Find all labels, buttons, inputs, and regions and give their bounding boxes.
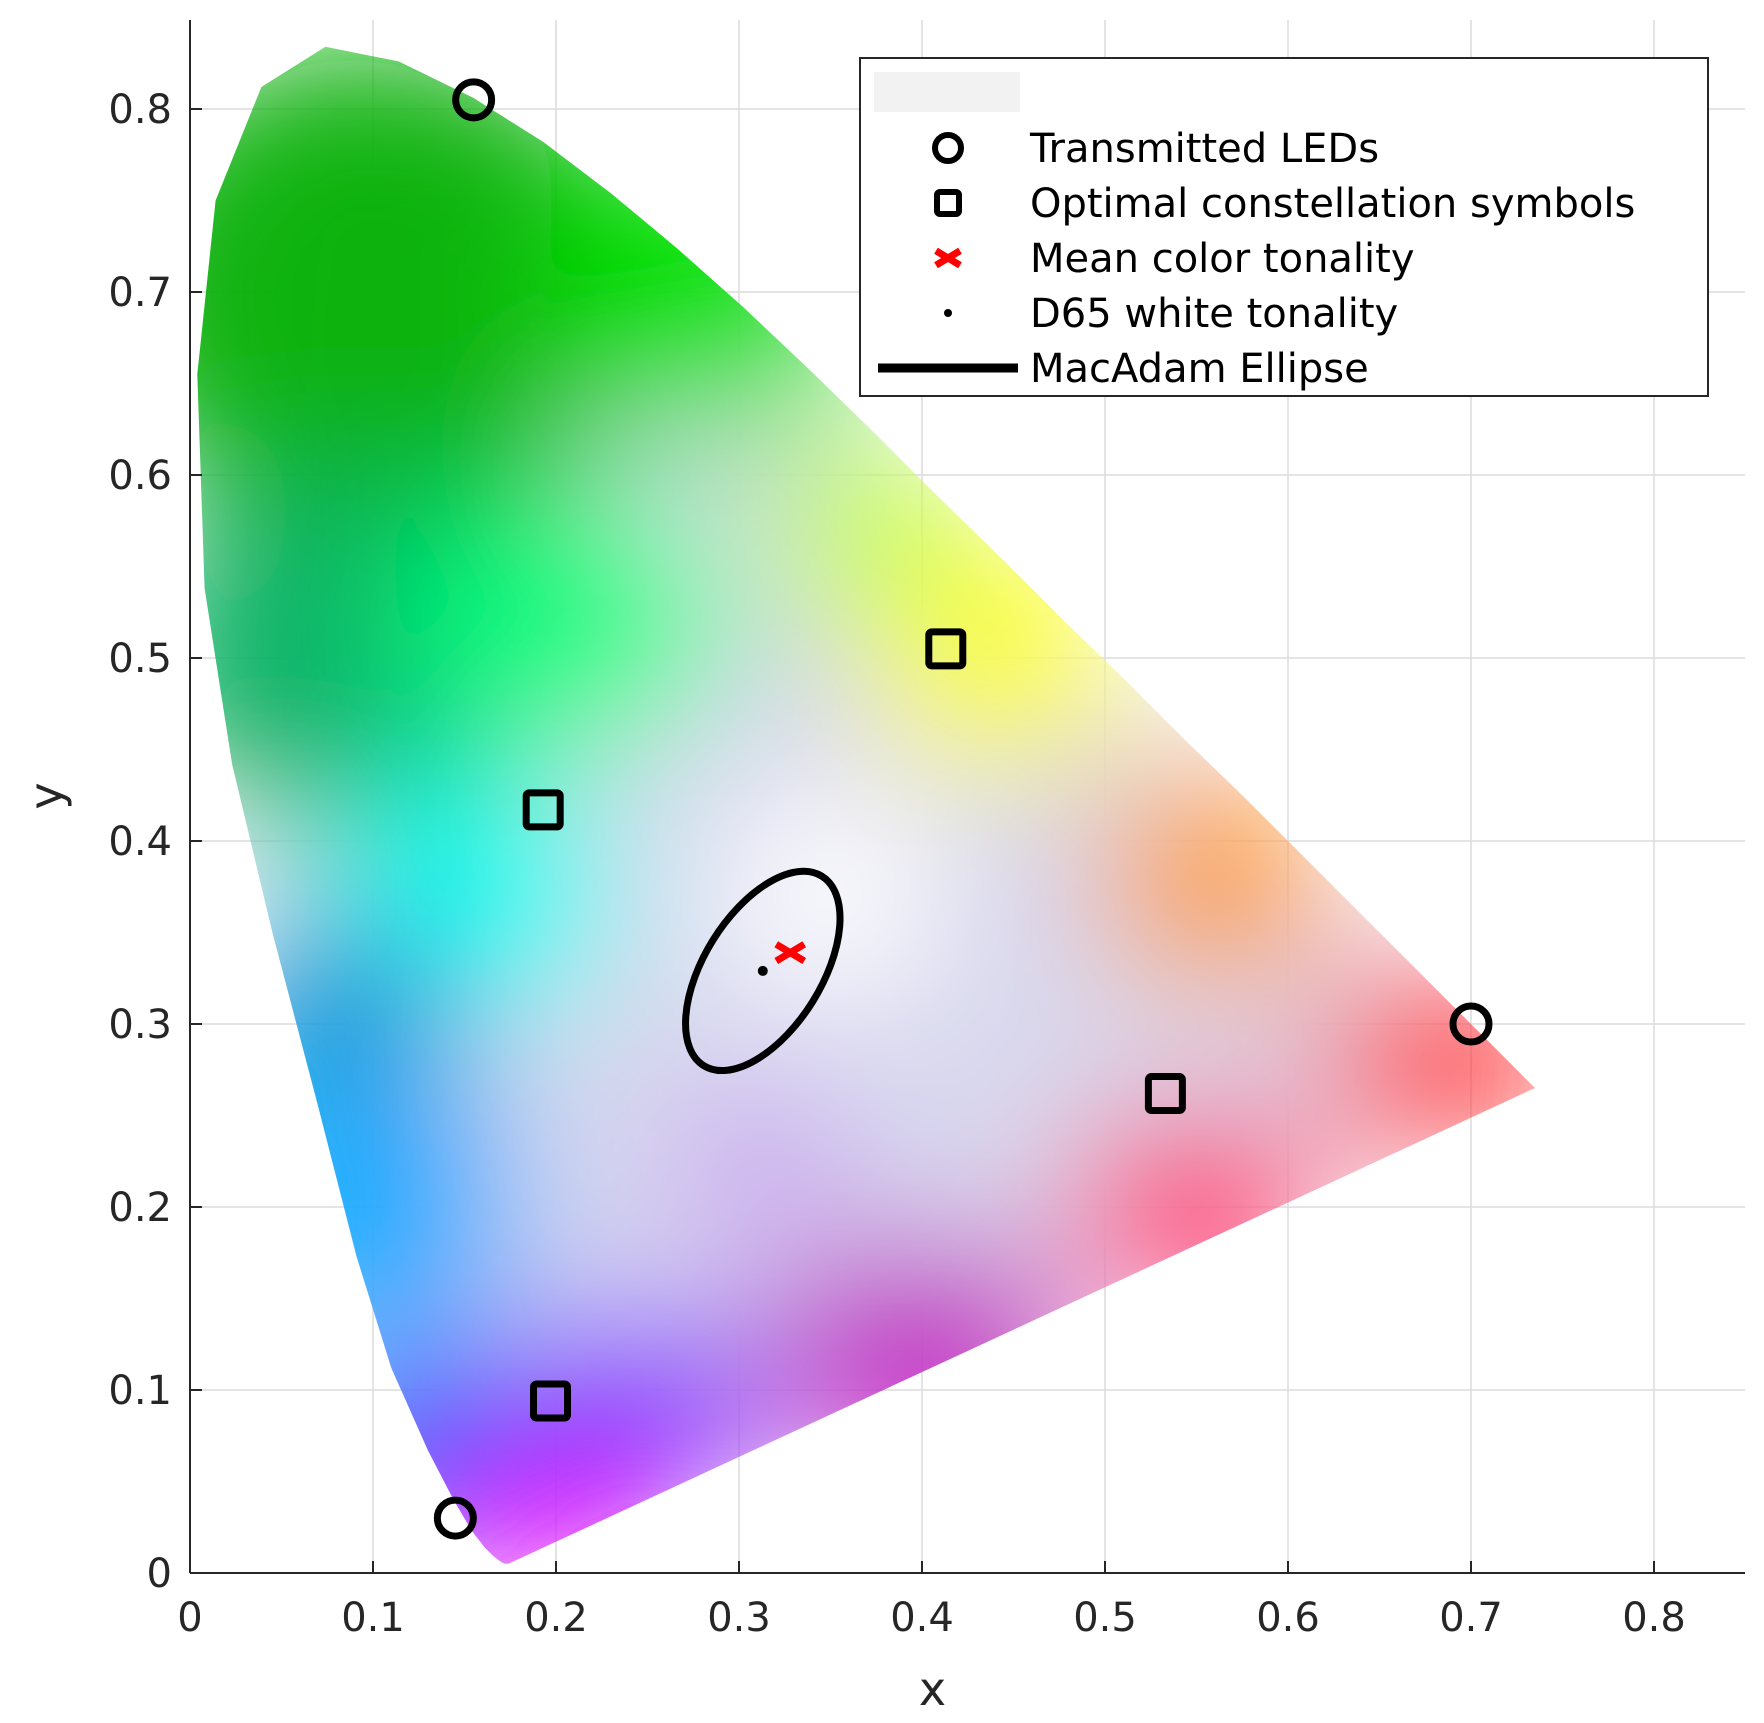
gamut-blob-17 bbox=[720, 786, 941, 1006]
gamut-blob-13 bbox=[1105, 767, 1325, 988]
series-0-point-2 bbox=[1449, 1002, 1493, 1046]
series-2-point-0 bbox=[774, 941, 807, 965]
y-tick-label-4: 0.4 bbox=[108, 819, 172, 865]
y-tick-label-2: 0.2 bbox=[108, 1185, 172, 1231]
legend-symbol-0 bbox=[932, 132, 964, 164]
y-tick-label-1: 0.1 bbox=[108, 1368, 172, 1414]
series-0-point-0 bbox=[452, 78, 496, 122]
legend: Transmitted LEDs Optimal constellation sy… bbox=[859, 57, 1709, 397]
legend-symbol-3 bbox=[944, 309, 952, 317]
series-3-point-0 bbox=[757, 965, 768, 976]
y-axis-label: y bbox=[19, 782, 73, 809]
x-tick-label-6: 0.6 bbox=[1256, 1595, 1320, 1641]
data-marks bbox=[433, 78, 1493, 1540]
legend-symbol-2 bbox=[934, 247, 962, 269]
x-tick-label-8: 0.8 bbox=[1622, 1595, 1686, 1641]
series-1 bbox=[522, 628, 1186, 1422]
series-4 bbox=[682, 867, 844, 1075]
axes bbox=[189, 20, 1745, 1574]
legend-label-3: D65 white tonality bbox=[1030, 291, 1398, 337]
y-tick-label-8: 0.8 bbox=[108, 87, 172, 133]
x-tick-label-5: 0.5 bbox=[1073, 1595, 1137, 1641]
legend-label-2: Mean color tonality bbox=[1030, 236, 1415, 282]
x-axis-label: x bbox=[919, 1662, 946, 1716]
legend-label-4: MacAdam Ellipse bbox=[1030, 346, 1369, 392]
gamut-blob-3 bbox=[391, 493, 721, 750]
gamut-blob-15 bbox=[775, 438, 959, 622]
series-2 bbox=[774, 941, 807, 965]
series-0-point-1 bbox=[433, 1496, 477, 1540]
gamut-blob-8 bbox=[482, 1316, 776, 1500]
y-tick-label-3: 0.3 bbox=[108, 1002, 172, 1048]
legend-symbol-2-stroke-b bbox=[934, 247, 962, 269]
macadam-ellipse bbox=[682, 867, 844, 1075]
series-1-point-3 bbox=[530, 1380, 572, 1422]
x-tick-label-4: 0.4 bbox=[890, 1595, 954, 1641]
legend-symbol-1 bbox=[934, 189, 962, 217]
legend-label-0: Transmitted LEDs bbox=[1029, 126, 1379, 172]
legend-label-1: Optimal constellation symbols bbox=[1030, 181, 1635, 227]
legend-box bbox=[859, 57, 1709, 397]
gamut-blob-9 bbox=[427, 1481, 648, 1564]
gamut-blob-16 bbox=[665, 1097, 849, 1244]
x-tick-label-1: 0.1 bbox=[341, 1595, 405, 1641]
x-tick-label-3: 0.3 bbox=[707, 1595, 771, 1641]
series-1-point-1 bbox=[522, 789, 564, 831]
y-tick-label-5: 0.5 bbox=[108, 636, 172, 682]
series-1-point-0 bbox=[925, 628, 967, 670]
x-tick-label-0: 0 bbox=[177, 1595, 202, 1641]
series-0 bbox=[433, 78, 1493, 1540]
y-tick-label-7: 0.7 bbox=[108, 270, 172, 316]
series-3 bbox=[757, 965, 768, 976]
series-1-point-2 bbox=[1144, 1073, 1186, 1115]
x-tick-label-2: 0.2 bbox=[524, 1595, 588, 1641]
y-tick-label-6: 0.6 bbox=[108, 453, 172, 499]
series-2-point-0-stroke-b bbox=[774, 941, 807, 965]
y-tick-label-0: 0 bbox=[147, 1551, 172, 1597]
x-tick-labels: 0 0.1 0.2 0.3 0.4 0.5 0.6 0.7 0.8 bbox=[177, 1595, 1686, 1641]
legend-title-placeholder bbox=[874, 72, 1020, 112]
x-tick-label-7: 0.7 bbox=[1439, 1595, 1503, 1641]
y-tick-labels: 0 0.1 0.2 0.3 0.4 0.5 0.6 0.7 0.8 bbox=[108, 87, 172, 1597]
